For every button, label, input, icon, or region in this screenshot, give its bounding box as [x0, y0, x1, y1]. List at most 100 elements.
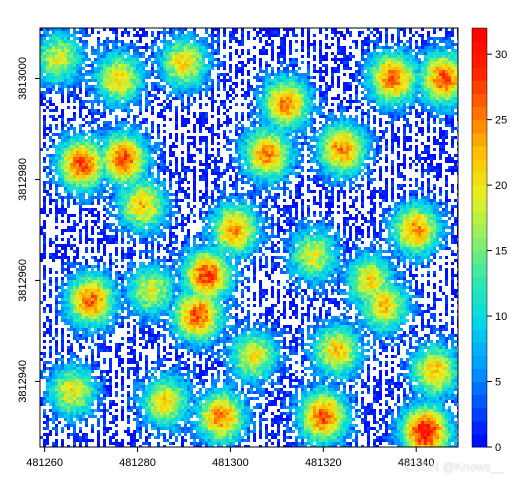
heatmap-cell [67, 121, 70, 124]
heatmap-cell [205, 70, 208, 73]
heatmap-cell [394, 91, 397, 94]
heatmap-cell [454, 106, 457, 109]
heatmap-cell [157, 115, 160, 118]
heatmap-cell [352, 172, 355, 175]
heatmap-cell [163, 91, 166, 94]
heatmap-cell [334, 136, 337, 139]
heatmap-cell [61, 112, 64, 115]
heatmap-cell [136, 139, 139, 142]
heatmap-cell [145, 118, 148, 121]
heatmap-cell [79, 79, 82, 82]
heatmap-cell [292, 82, 295, 85]
heatmap-cell [355, 73, 358, 76]
heatmap-cell [292, 73, 295, 76]
heatmap-cell [58, 40, 61, 43]
heatmap-cell [337, 148, 340, 151]
heatmap-cell [121, 82, 124, 85]
heatmap-cell [301, 145, 304, 148]
heatmap-cell [118, 136, 121, 139]
heatmap-cell [250, 169, 253, 172]
heatmap-cell [61, 163, 64, 166]
heatmap-cell [442, 109, 445, 112]
heatmap-cell [127, 175, 130, 178]
heatmap-cell [178, 85, 181, 88]
heatmap-cell [316, 160, 319, 163]
heatmap-cell [451, 28, 454, 31]
heatmap-cell [427, 151, 430, 154]
heatmap-cell [268, 115, 271, 118]
heatmap-cell [187, 58, 190, 61]
heatmap-cell [358, 100, 361, 103]
heatmap-cell [412, 79, 415, 82]
heatmap-cell [304, 103, 307, 106]
heatmap-cell [331, 121, 334, 124]
heatmap-cell [205, 157, 208, 160]
heatmap-cell [250, 145, 253, 148]
heatmap-cell [112, 76, 115, 79]
heatmap-cell [319, 175, 322, 178]
heatmap-cell [154, 70, 157, 73]
heatmap-cell [91, 28, 94, 31]
heatmap-cell [109, 121, 112, 124]
heatmap-cell [370, 88, 373, 91]
heatmap-cell [223, 73, 226, 76]
heatmap-cell [76, 154, 79, 157]
heatmap-cell [181, 151, 184, 154]
heatmap-cell [199, 46, 202, 49]
heatmap-cell [112, 94, 115, 97]
heatmap-cell [184, 76, 187, 79]
heatmap-cell [106, 106, 109, 109]
heatmap-cell [310, 106, 313, 109]
heatmap-cell [187, 85, 190, 88]
heatmap-cell [151, 73, 154, 76]
heatmap-cell [148, 100, 151, 103]
heatmap-cell [373, 55, 376, 58]
heatmap-cell [160, 73, 163, 76]
heatmap-cell [259, 148, 262, 151]
heatmap-cell [277, 82, 280, 85]
heatmap-cell [268, 79, 271, 82]
heatmap-cell [124, 148, 127, 151]
heatmap-cell [133, 97, 136, 100]
heatmap-cell [217, 31, 220, 34]
heatmap-cell [301, 169, 304, 172]
heatmap-cell [283, 70, 286, 73]
heatmap-cell [259, 160, 262, 163]
heatmap-cell [388, 91, 391, 94]
heatmap-cell [358, 64, 361, 67]
heatmap-cell [145, 91, 148, 94]
heatmap-cell [217, 58, 220, 61]
heatmap-cell [169, 58, 172, 61]
heatmap-cell [337, 40, 340, 43]
heatmap-cell [61, 148, 64, 151]
heatmap-cell [157, 142, 160, 145]
heatmap-cell [340, 172, 343, 175]
heatmap-cell [346, 55, 349, 58]
heatmap-cell [103, 100, 106, 103]
heatmap-cell [328, 127, 331, 130]
heatmap-cell [454, 160, 457, 163]
heatmap-cell [232, 97, 235, 100]
heatmap-cell [199, 169, 202, 172]
heatmap-cell [253, 106, 256, 109]
heatmap-cell [454, 67, 457, 70]
heatmap-cell [364, 43, 367, 46]
heatmap-cell [385, 76, 388, 79]
heatmap-cell [445, 79, 448, 82]
heatmap-cell [187, 169, 190, 172]
heatmap-cell [283, 79, 286, 82]
heatmap-cell [424, 151, 427, 154]
heatmap-cell [232, 157, 235, 160]
heatmap-cell [415, 67, 418, 70]
heatmap-cell [97, 94, 100, 97]
heatmap-cell [157, 130, 160, 133]
heatmap-cell [310, 127, 313, 130]
heatmap-cell [190, 154, 193, 157]
heatmap-cell [175, 64, 178, 67]
heatmap-cell [274, 97, 277, 100]
heatmap-cell [115, 127, 118, 130]
heatmap-cell [364, 85, 367, 88]
heatmap-cell [391, 91, 394, 94]
heatmap-cell [61, 34, 64, 37]
heatmap-cell [94, 112, 97, 115]
